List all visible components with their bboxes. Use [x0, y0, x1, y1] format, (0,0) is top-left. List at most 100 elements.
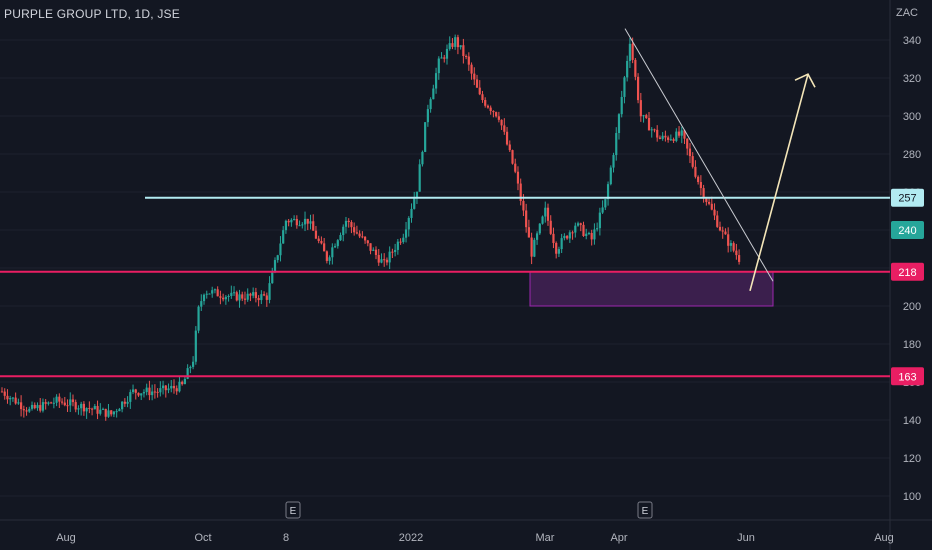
candle-body — [544, 207, 547, 217]
candle-body — [697, 176, 700, 183]
candle-body — [568, 232, 571, 239]
x-tick-label: Jun — [737, 532, 755, 544]
candle-body — [224, 296, 227, 300]
candle-body — [563, 235, 566, 239]
candle-body — [159, 388, 162, 393]
candle-body — [656, 129, 659, 138]
candle-body — [626, 60, 629, 78]
candle-body — [331, 247, 334, 258]
candle-body — [454, 37, 457, 47]
candle-body — [426, 109, 429, 123]
candle-body — [642, 115, 645, 117]
candle-body — [323, 243, 326, 252]
candle-body — [164, 385, 167, 391]
candle-body — [129, 392, 132, 402]
earnings-marker — [285, 501, 301, 519]
candle-body — [407, 217, 410, 230]
candle-body — [252, 292, 255, 296]
candle-body — [3, 391, 6, 396]
candle-body — [456, 37, 460, 48]
candle-body — [434, 73, 438, 89]
candle-body — [503, 125, 506, 132]
y-tick-label: 300 — [903, 111, 921, 123]
candle-body — [538, 223, 541, 234]
candle-body — [350, 222, 353, 228]
x-tick-label: Mar — [536, 532, 555, 544]
candle-body — [320, 240, 323, 244]
x-tick-label: 8 — [283, 532, 289, 544]
candle-body — [566, 235, 569, 239]
candle-body — [284, 220, 288, 231]
candle-body — [309, 221, 312, 224]
candle-body — [303, 218, 307, 225]
candle-body — [358, 233, 361, 237]
candle-body — [170, 385, 173, 389]
candle-body — [522, 200, 525, 211]
candle-body — [391, 251, 394, 253]
candle-body — [153, 391, 156, 393]
candle-body — [156, 391, 159, 393]
candle-body — [52, 402, 55, 404]
candle-body — [615, 133, 618, 156]
candle-body — [658, 137, 662, 139]
candle-body — [432, 88, 435, 100]
candle-body — [22, 409, 25, 411]
candle-body — [328, 257, 331, 261]
candle-body — [355, 232, 358, 234]
candle-body — [25, 410, 28, 412]
candle-body — [484, 100, 487, 106]
candle-body — [172, 385, 176, 389]
candle-body — [361, 236, 364, 238]
candle-body — [702, 188, 705, 199]
candle-body — [443, 57, 446, 59]
y-tick-label: 320 — [903, 73, 921, 85]
candle-body — [606, 184, 610, 200]
candle-body — [353, 227, 356, 233]
candle-body — [571, 232, 574, 234]
candle-body — [495, 112, 498, 117]
candle-body — [268, 283, 271, 300]
candle-body — [481, 94, 484, 101]
candle-body — [287, 220, 290, 223]
candle-body — [107, 410, 110, 417]
candle-body — [230, 292, 233, 297]
candle-body — [596, 228, 599, 230]
candle-body — [82, 403, 85, 412]
candle-body — [579, 223, 582, 225]
candle-body — [639, 100, 642, 117]
candle-body — [374, 249, 378, 255]
candle-body — [238, 294, 241, 301]
candle-body — [399, 241, 402, 243]
candle-body — [437, 58, 440, 74]
candle-body — [677, 131, 681, 136]
candle-body — [609, 167, 612, 185]
candle-body — [560, 238, 563, 250]
candle-body — [69, 399, 72, 406]
candle-body — [555, 242, 558, 254]
candle-body — [385, 259, 389, 263]
candle-body — [478, 87, 481, 95]
candle-body — [126, 401, 129, 404]
candle-body — [470, 64, 473, 74]
candle-body — [516, 171, 520, 184]
candle-body — [650, 129, 653, 131]
candle-body — [93, 405, 96, 410]
candle-body — [525, 210, 528, 228]
candle-body — [519, 183, 522, 201]
candle-body — [181, 381, 184, 385]
y-tick-label: 280 — [903, 149, 921, 161]
candle-body — [325, 251, 328, 261]
candle-body — [347, 220, 350, 223]
candle-body — [415, 191, 419, 199]
candle-body — [535, 233, 539, 240]
candle-body — [612, 155, 615, 168]
candle-body — [137, 392, 140, 396]
candle-body — [383, 259, 386, 261]
candle-body — [724, 231, 727, 235]
candle-body — [227, 296, 230, 298]
candle-body — [33, 404, 36, 409]
candle-body — [66, 405, 69, 407]
candle-body — [123, 401, 126, 404]
candle-body — [582, 224, 585, 236]
